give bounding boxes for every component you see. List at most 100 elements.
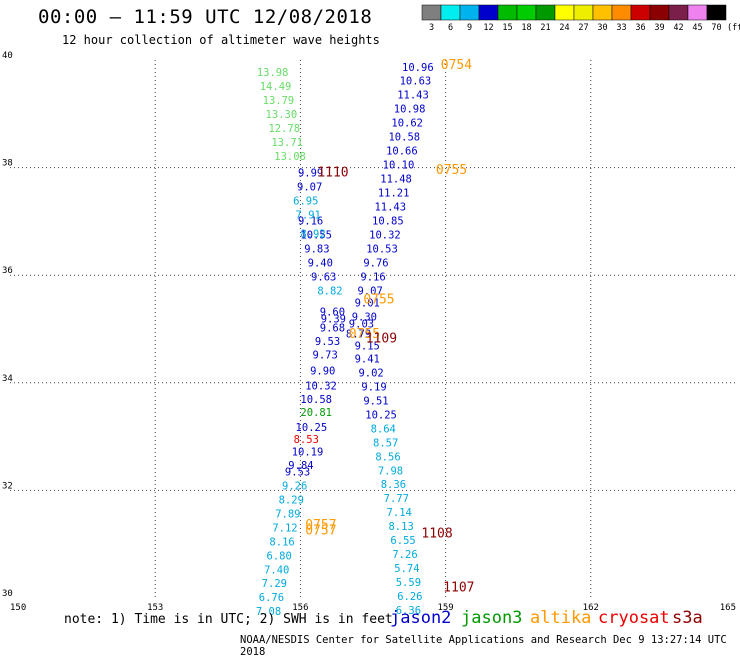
color-scale-swatch	[516, 4, 537, 21]
data-label-jason2: 10.96	[402, 62, 434, 74]
color-scale-swatch	[649, 4, 670, 21]
color-scale-swatch	[668, 4, 689, 21]
color-scale-tick: 21	[540, 23, 550, 33]
x-tick-label: 159	[437, 603, 453, 613]
color-scale-swatch	[687, 4, 708, 21]
data-label-altika: 8.36	[381, 479, 406, 491]
color-scale-swatch	[497, 4, 518, 21]
color-scale-tick: 39	[654, 23, 664, 33]
data-label-jason2: 8.79	[346, 329, 371, 341]
data-label-jason3: 20.81	[300, 407, 332, 419]
color-scale-tick: 12	[483, 23, 493, 33]
color-scale-swatch	[535, 4, 556, 21]
data-label-jason3: 13.08	[274, 151, 306, 163]
data-label-jason2: 10.62	[391, 118, 423, 130]
data-label-jason2: 10.85	[372, 216, 404, 228]
color-scale-tick: 70	[711, 23, 721, 33]
y-tick-label: 40	[2, 51, 13, 61]
chart-title: 00:00 – 11:59 UTC 12/08/2018	[38, 6, 373, 28]
color-scale-tick: 6	[448, 23, 453, 33]
color-scale-tick: 45	[692, 23, 702, 33]
color-scale-swatch	[611, 4, 632, 21]
data-label-jason3: 13.79	[263, 95, 295, 107]
data-label-jason2: 10.25	[365, 409, 397, 421]
y-tick-label: 34	[2, 374, 13, 384]
time-label: 0755	[363, 293, 394, 308]
data-label-jason3: 13.98	[257, 67, 289, 79]
data-label-jason2: 10.58	[388, 132, 420, 144]
data-label-jason2: 9.41	[355, 353, 380, 365]
data-label-jason2: 10.55	[300, 230, 332, 242]
color-scale-swatch	[592, 4, 613, 21]
color-scale-tick: 33	[616, 23, 626, 33]
data-label-jason2: 11.48	[380, 174, 412, 186]
data-label-jason2: 9.68	[320, 323, 345, 335]
x-tick-label: 153	[147, 603, 163, 613]
data-label-altika: 7.14	[387, 507, 412, 519]
y-tick-label: 32	[2, 481, 13, 491]
color-scale-swatch	[630, 4, 651, 21]
data-label-jason2: 10.98	[394, 104, 426, 116]
legend-s3a: s3a	[672, 608, 703, 628]
footnote: note: 1) Time is in UTC; 2) SWH is in fe…	[64, 612, 393, 627]
color-scale-tick: 36	[635, 23, 645, 33]
data-label-jason2: 9.16	[360, 272, 385, 284]
color-scale-tick: 18	[521, 23, 531, 33]
color-scale-tick: 3	[429, 23, 434, 33]
data-label-altika: 6.26	[397, 591, 422, 603]
color-scale-swatch	[554, 4, 575, 21]
data-label-jason2: 10.53	[366, 244, 398, 256]
x-tick-label: 165	[720, 603, 736, 613]
data-label-altika: 6.95	[293, 196, 318, 208]
x-tick-label: 162	[583, 603, 599, 613]
legend-jason2: jason2	[390, 608, 452, 628]
legend-cryosat: cryosat	[598, 608, 670, 628]
data-label-jason2: 9.16	[298, 216, 323, 228]
data-label-cryosat: 8.53	[294, 434, 319, 446]
data-label-altika: 8.16	[269, 536, 294, 548]
data-label-jason3: 13.30	[266, 109, 298, 121]
data-label-jason2: 10.32	[369, 230, 401, 242]
data-label-altika: 7.89	[275, 508, 300, 520]
y-tick-label: 30	[2, 589, 13, 599]
data-label-jason2: 10.25	[296, 422, 328, 434]
data-label-altika: 8.64	[371, 423, 396, 435]
color-scale-tick: 30	[597, 23, 607, 33]
data-label-altika: 8.56	[375, 451, 400, 463]
time-label: 0757	[305, 524, 336, 539]
data-label-jason2: 9.02	[358, 367, 383, 379]
y-tick-label: 38	[2, 159, 13, 169]
color-scale-swatch	[459, 4, 480, 21]
legend-altika: altika	[530, 608, 592, 628]
data-label-altika: 7.08	[256, 606, 281, 618]
data-label-altika: 7.12	[272, 522, 297, 534]
data-label-altika: 6.36	[396, 605, 421, 617]
time-label: 1110	[317, 166, 348, 181]
data-label-altika: 5.59	[396, 577, 421, 589]
data-label-altika: 7.98	[378, 465, 403, 477]
color-scale-tick: 42	[673, 23, 683, 33]
data-label-jason2: 9.19	[361, 381, 386, 393]
data-label-jason2: 9.90	[310, 366, 335, 378]
color-scale-swatch	[478, 4, 499, 21]
color-scale-tick: 27	[578, 23, 588, 33]
data-label-jason2: 9.15	[355, 340, 380, 352]
data-label-jason3: 12.78	[268, 123, 300, 135]
time-label: 0754	[441, 58, 472, 73]
data-label-jason2: 9.76	[363, 258, 388, 270]
color-scale-tick: 24	[559, 23, 569, 33]
data-label-altika: 6.80	[267, 550, 292, 562]
data-label-jason2: 9.01	[355, 297, 380, 309]
time-label: 1108	[421, 527, 452, 542]
color-scale-tick: 15	[502, 23, 512, 33]
data-label-jason2: 9.53	[315, 336, 340, 348]
data-label-altika: 5.74	[394, 563, 419, 575]
data-label-jason2: 9.39	[321, 314, 346, 326]
data-label-jason2: 10.66	[386, 146, 418, 158]
time-label: 0757	[305, 518, 336, 533]
data-label-altika: 7.40	[264, 564, 289, 576]
data-label-altika: 6.76	[259, 592, 284, 604]
data-label-altika: 7.29	[262, 578, 287, 590]
data-label-jason2: 9.07	[358, 286, 383, 298]
